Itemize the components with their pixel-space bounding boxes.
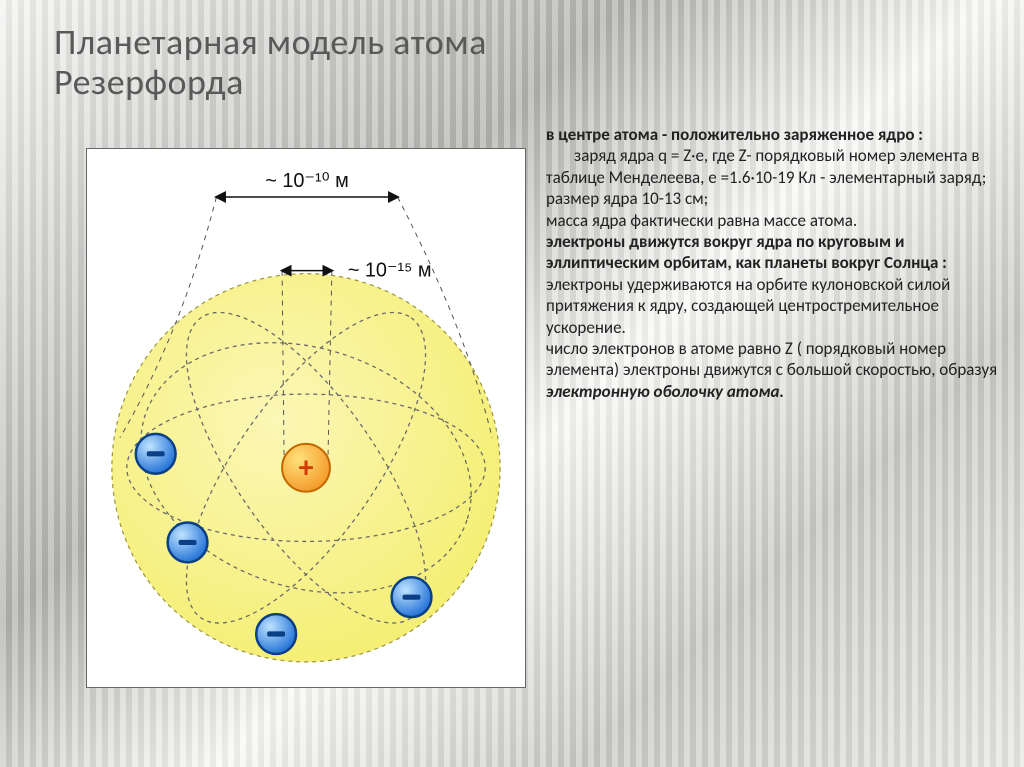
title-line-2: Резерфорда xyxy=(54,60,244,104)
atom-diagram: ~ 10⁻¹⁰ м ~ 10⁻¹⁵ м + xyxy=(86,148,526,688)
svg-text:~ 10⁻¹⁰ м: ~ 10⁻¹⁰ м xyxy=(265,170,349,192)
p2a: электроны движутся вокруг ядра по кругов… xyxy=(546,231,947,273)
page-title: Планетарная модель атома Резерфорда xyxy=(54,22,487,103)
p1c: размер ядра 10-13 см; xyxy=(546,188,708,209)
p1b: заряд ядра q = Z·e, где Z- порядковый но… xyxy=(546,145,998,188)
p1d: масса ядра фактически равна массе атома. xyxy=(546,210,857,231)
title-line-1: Планетарная модель атома xyxy=(54,20,487,64)
p2d: электронную оболочку атома. xyxy=(546,381,784,402)
svg-text:~ 10⁻¹⁵ м: ~ 10⁻¹⁵ м xyxy=(348,260,432,282)
description-text: в центре атома - положительно заряженное… xyxy=(546,124,998,402)
p2b: электроны удерживаются на орбите кулонов… xyxy=(546,274,950,338)
atom-svg: ~ 10⁻¹⁰ м ~ 10⁻¹⁵ м + xyxy=(87,149,525,687)
p1a: в центре атома - положительно заряженное… xyxy=(546,124,923,145)
p2c: число электронов в атоме равно Z ( поряд… xyxy=(546,338,997,380)
svg-text:+: + xyxy=(299,451,314,487)
